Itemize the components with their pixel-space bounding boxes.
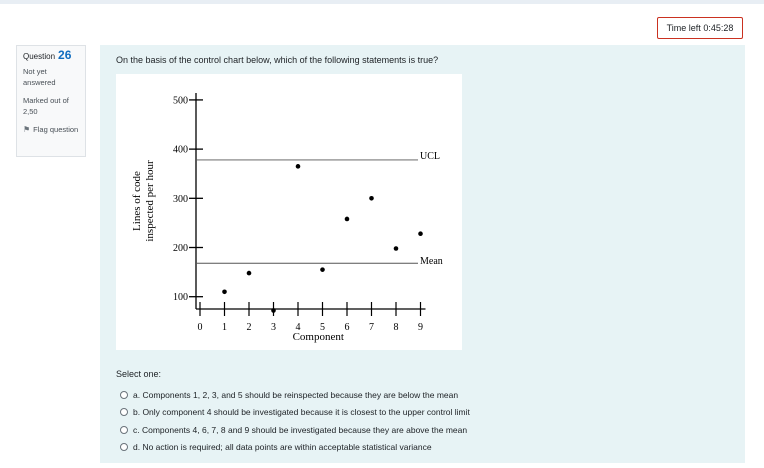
answer-options: a. Components 1, 2, 3, and 5 should be r…	[120, 386, 470, 456]
control-chart: 100 200 300 400 500 0 1 2 3 4 5 6 7 8 9 Component Lines …	[116, 74, 462, 350]
question-state: Not yet answered	[23, 67, 56, 87]
x-axis-label: Component	[293, 331, 344, 343]
select-one-label: Select one:	[116, 369, 162, 379]
control-chart-svg: 100 200 300 400 500 0 1 2 3 4 5 6 7 8 9 Component Lines …	[131, 93, 443, 343]
y-axis-label-line-2: inspected per hour	[144, 160, 156, 242]
answer-a-label: a. Components 1, 2, 3, and 5 should be r…	[133, 389, 459, 400]
data-point-4	[295, 164, 301, 169]
top-border	[0, 0, 764, 4]
x-tick-label-9: 9	[418, 322, 423, 333]
data-point-9	[418, 231, 423, 237]
y-tick-label-200: 200	[173, 243, 188, 254]
answer-option-d[interactable]: d. No action is required; all data point…	[120, 439, 470, 457]
x-tick-label-4: 4	[296, 322, 301, 333]
x-tick-label-3: 3	[271, 322, 276, 333]
data-point-6	[344, 216, 350, 222]
answer-c-label: c. Components 4, 6, 7, 8 and 9 should be…	[133, 424, 468, 435]
radio-d[interactable]	[120, 443, 128, 452]
question-label: Question	[23, 52, 56, 61]
y-axis-label-line-1: Lines of code	[131, 171, 143, 231]
radio-c[interactable]	[120, 425, 128, 434]
radio-b[interactable]	[120, 408, 128, 417]
answer-d-label: d. No action is required; all data point…	[133, 442, 432, 453]
y-tick-label-400: 400	[173, 145, 188, 156]
answer-option-a[interactable]: a. Components 1, 2, 3, and 5 should be r…	[120, 386, 470, 404]
x-tick-label-8: 8	[394, 322, 399, 333]
data-point-7	[369, 196, 374, 201]
flag-icon: ⚑	[23, 125, 31, 134]
question-text: On the basis of the control chart below,…	[116, 55, 439, 65]
data-point-8	[393, 246, 399, 251]
y-tick-label-100: 100	[173, 292, 188, 303]
x-tick-label-1: 1	[222, 322, 227, 333]
data-point-1	[222, 289, 227, 295]
answer-b-label: b. Only component 4 should be investigat…	[133, 407, 470, 418]
data-point-2	[246, 270, 252, 276]
x-tick-label-6: 6	[345, 322, 350, 333]
time-left-timer: Time left 0:45:28	[657, 17, 743, 39]
question-grade: Marked out of 2,50	[23, 96, 69, 116]
question-number-value: 26	[58, 48, 72, 62]
x-tick-label-7: 7	[369, 322, 374, 333]
x-tick-label-5: 5	[320, 322, 325, 333]
x-tick-label-0: 0	[198, 322, 203, 333]
x-tick-label-2: 2	[247, 322, 252, 333]
data-point-5	[320, 267, 325, 272]
question-content: On the basis of the control chart below,…	[100, 45, 745, 463]
flag-question-link[interactable]: ⚑ Flag question	[23, 124, 79, 135]
timer-label: Time left 0:45:28	[666, 23, 734, 33]
radio-a[interactable]	[120, 390, 128, 399]
ucl-label: UCL	[420, 151, 440, 162]
flag-question-label: Flag question	[33, 125, 79, 134]
question-number: Question 26	[23, 48, 79, 62]
y-tick-label-300: 300	[173, 194, 188, 205]
y-tick-label-500: 500	[173, 95, 188, 106]
mean-label: Mean	[420, 256, 443, 267]
answer-option-c[interactable]: c. Components 4, 6, 7, 8 and 9 should be…	[120, 421, 470, 439]
data-point-3	[271, 308, 276, 313]
answer-option-b[interactable]: b. Only component 4 should be investigat…	[120, 404, 470, 422]
question-info-panel: Question 26 Not yet answered Marked out …	[16, 45, 86, 157]
